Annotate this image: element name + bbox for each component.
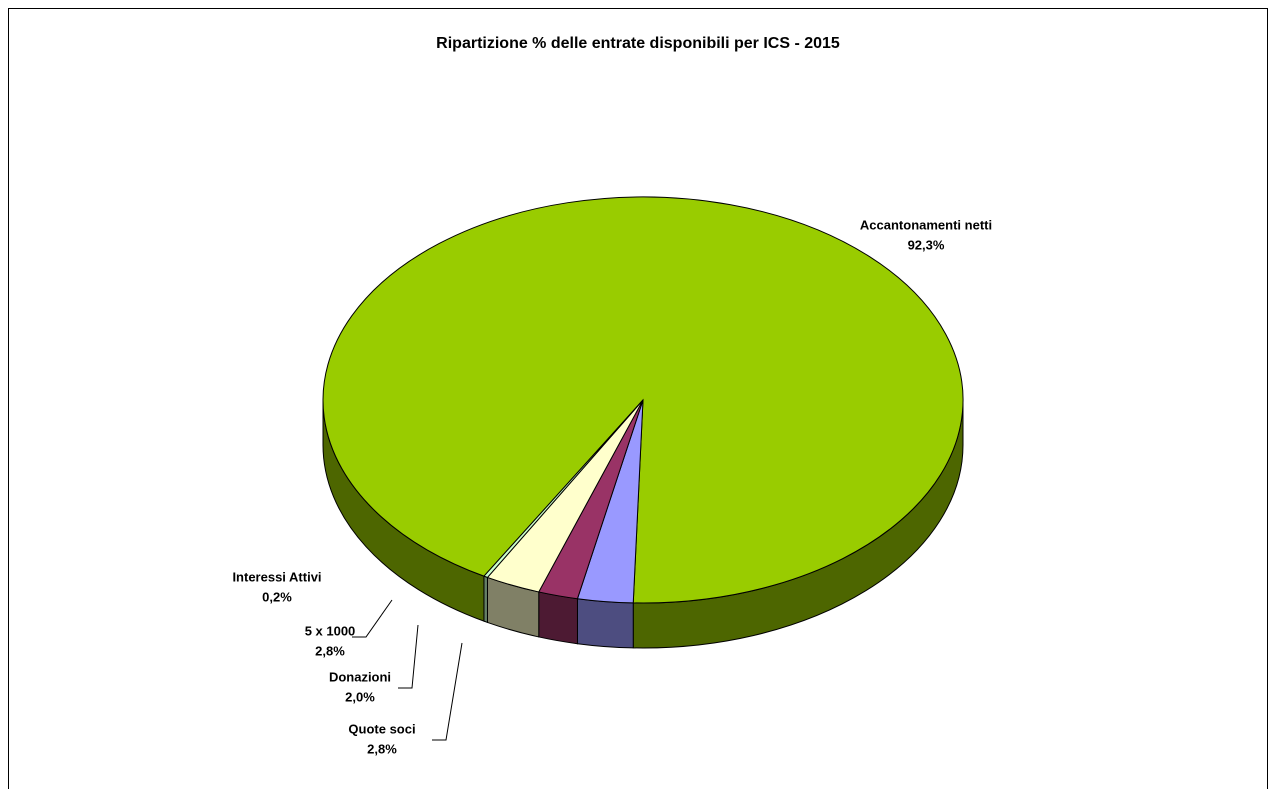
pie-side (576, 598, 634, 649)
slice-label: Interessi Attivi (232, 569, 321, 584)
leader-line (398, 624, 419, 689)
pie-slice (483, 399, 644, 578)
leader-line (352, 599, 393, 638)
pie-side (538, 591, 578, 645)
slice-value-label: 92,3% (908, 237, 945, 252)
slice-value-label: 0,2% (262, 589, 292, 604)
slice-label: Quote soci (348, 721, 415, 736)
slice-value-label: 2,8% (315, 643, 345, 658)
slice-label: 5 x 1000 (305, 623, 356, 638)
chart-title: Ripartizione % delle entrate disponibili… (436, 35, 840, 52)
slice-value-label: 2,0% (345, 689, 375, 704)
slice-label: Accantonamenti netti (860, 217, 992, 232)
slice-value-label: 2,8% (367, 741, 397, 756)
leader-line (432, 642, 463, 741)
pie-tops (322, 196, 964, 604)
labels: Accantonamenti netti 92,3% Quote soci 2,8% D… (232, 217, 992, 756)
pie-side (483, 575, 488, 624)
slice-label: Donazioni (329, 669, 391, 684)
